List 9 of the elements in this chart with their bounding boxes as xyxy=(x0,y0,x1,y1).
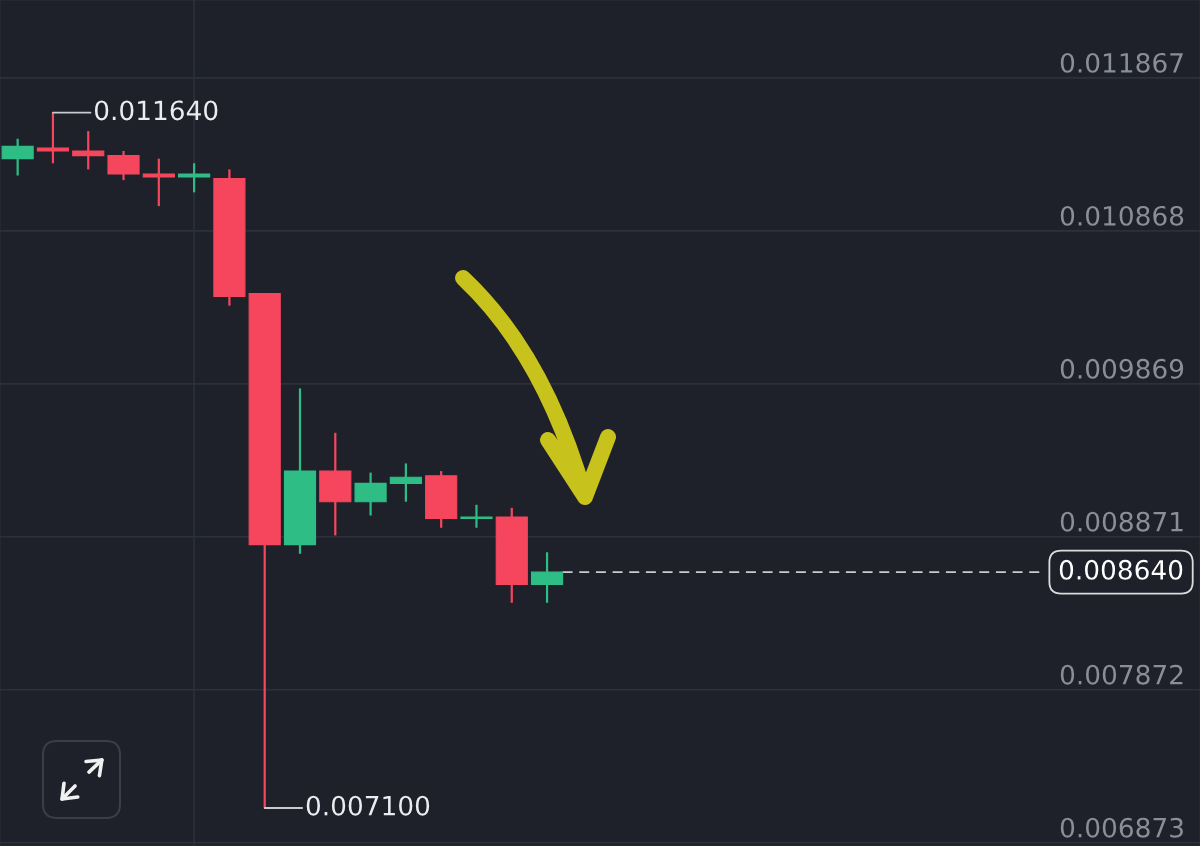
annotation: 0.011640 xyxy=(94,100,218,121)
y-tick-label: 0.011867 xyxy=(1060,52,1183,73)
y-tick-label: 0.007872 xyxy=(1060,664,1183,685)
annotation: 0.007100 xyxy=(306,795,430,816)
y-tick-label: 0.009869 xyxy=(1060,358,1184,379)
y-tick-label: 0.006873 xyxy=(1060,817,1183,838)
ref-line-label: 0.008640 xyxy=(1059,559,1183,580)
y-tick-label: 0.010868 xyxy=(1060,205,1184,226)
y-tick-label: 0.008871 xyxy=(1060,511,1183,532)
